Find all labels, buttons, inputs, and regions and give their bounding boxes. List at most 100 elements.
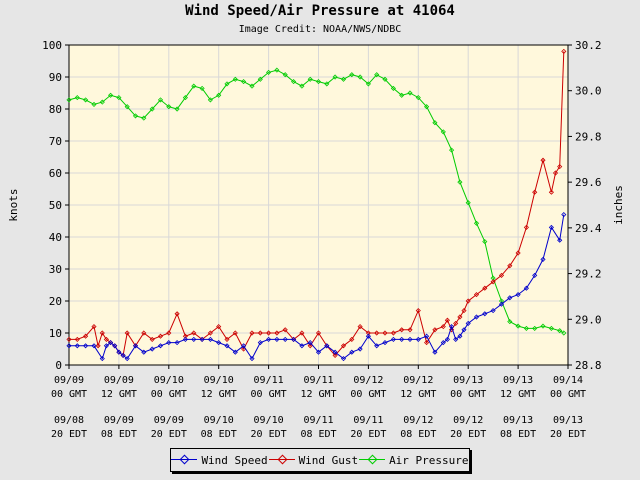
data-point-wind-speed xyxy=(257,340,263,346)
data-point-wind-speed xyxy=(103,343,109,349)
y-axis-label: knots xyxy=(7,188,20,221)
x-tick-label-edt-hour: 20 EDT xyxy=(151,429,187,440)
y-tick-label: 20 xyxy=(49,295,62,308)
y-tick-label: 80 xyxy=(49,103,62,116)
data-point-wind-speed xyxy=(557,237,563,243)
data-point-wind-gust xyxy=(315,330,322,336)
data-point-air-pressure xyxy=(432,120,438,126)
data-point-air-pressure xyxy=(457,179,463,185)
data-point-air-pressure xyxy=(191,83,197,89)
x-tick-label-edt-hour: 08 EDT xyxy=(201,429,237,440)
data-point-wind-gust xyxy=(415,308,421,314)
data-point-wind-gust xyxy=(257,330,263,336)
x-tick-label-edt-hour: 20 EDT xyxy=(51,429,87,440)
data-point-air-pressure xyxy=(149,106,155,112)
data-point-air-pressure xyxy=(224,81,230,87)
data-point-wind-gust xyxy=(74,336,80,342)
x-tick-label-gmt-date: 09/11 xyxy=(254,375,284,386)
data-point-wind-gust xyxy=(249,330,255,336)
data-point-air-pressure xyxy=(482,239,488,245)
data-point-wind-speed xyxy=(324,343,330,349)
x-tick-label-edt-date: 09/11 xyxy=(303,415,333,426)
data-point-wind-gust xyxy=(390,330,396,336)
series-line-wind-speed xyxy=(69,214,565,360)
data-point-wind-speed xyxy=(449,324,455,330)
data-point-wind-speed xyxy=(232,349,238,355)
x-tick-label-edt-date: 09/09 xyxy=(104,415,134,426)
x-tick-label-edt-hour: 08 EDT xyxy=(400,429,436,440)
data-point-air-pressure xyxy=(282,72,288,78)
data-point-wind-speed xyxy=(266,336,272,342)
data-point-wind-speed xyxy=(340,356,347,362)
data-point-wind-speed xyxy=(523,285,529,291)
data-point-wind-gust xyxy=(473,292,480,298)
data-point-wind-speed xyxy=(490,308,496,314)
x-tick-label-gmt-hour: 12 GMT xyxy=(500,389,536,400)
data-point-wind-gust xyxy=(365,330,371,336)
data-point-wind-speed xyxy=(440,340,446,346)
data-point-air-pressure xyxy=(74,95,80,101)
data-point-wind-gust xyxy=(552,170,559,176)
data-point-air-pressure xyxy=(166,104,172,110)
legend-item-air-pressure: Air Pressure xyxy=(359,453,469,467)
data-point-wind-speed xyxy=(374,343,380,349)
x-tick-label-edt-date: 09/13 xyxy=(503,415,533,426)
data-point-wind-gust xyxy=(274,330,280,336)
data-point-wind-speed xyxy=(120,352,126,358)
data-point-air-pressure xyxy=(66,97,72,103)
legend-item-wind-gust: Wind Gust xyxy=(268,454,358,467)
x-tick-label-gmt-date: 09/11 xyxy=(303,375,333,386)
data-point-wind-speed xyxy=(132,343,139,349)
data-point-air-pressure xyxy=(399,92,405,98)
y-tick-label: 100 xyxy=(42,39,62,52)
legend-swatch-wind-speed xyxy=(171,455,198,465)
y-tick-label: 30 xyxy=(49,263,62,276)
data-point-wind-speed xyxy=(274,336,280,342)
data-point-wind-gust xyxy=(232,330,238,336)
x-tick-label-gmt-date: 09/09 xyxy=(104,375,134,386)
x-tick-label-gmt-hour: 12 GMT xyxy=(300,389,336,400)
x-tick-label-edt-hour: 08 EDT xyxy=(101,429,137,440)
data-point-air-pressure xyxy=(299,83,305,89)
data-point-wind-speed xyxy=(282,336,288,342)
x-tick-label-edt-date: 09/12 xyxy=(403,415,433,426)
chart-subtitle: Image Credit: NOAA/NWS/NDBC xyxy=(238,24,402,35)
data-point-wind-speed xyxy=(182,336,188,342)
x-tick-label-gmt-hour: 00 GMT xyxy=(51,389,87,400)
data-point-wind-gust xyxy=(357,324,363,330)
legend-label-wind-speed: Wind Speed xyxy=(201,453,268,467)
y2-tick-label: 29.2 xyxy=(575,268,602,281)
data-point-air-pressure xyxy=(207,97,213,103)
data-point-air-pressure xyxy=(498,298,505,304)
x-tick-label-gmt-hour: 00 GMT xyxy=(350,389,386,400)
data-point-wind-speed xyxy=(216,340,222,346)
data-point-air-pressure xyxy=(548,325,554,331)
x-tick-label-gmt-date: 09/09 xyxy=(54,375,84,386)
data-point-wind-gust xyxy=(207,330,213,336)
y2-axis-label: inches xyxy=(612,185,625,225)
data-point-wind-gust xyxy=(216,324,222,330)
data-point-wind-gust xyxy=(557,164,563,170)
data-point-wind-speed xyxy=(74,343,80,349)
data-point-wind-speed xyxy=(382,340,388,346)
y2-tick-label: 28.8 xyxy=(575,359,602,372)
data-point-air-pressure xyxy=(274,67,280,73)
data-point-air-pressure xyxy=(540,323,546,329)
data-point-air-pressure xyxy=(241,79,247,85)
data-point-air-pressure xyxy=(390,85,396,91)
data-point-wind-speed xyxy=(498,301,505,307)
data-point-air-pressure xyxy=(374,72,380,78)
data-point-wind-gust xyxy=(453,320,459,326)
x-tick-label-gmt-date: 09/10 xyxy=(204,375,234,386)
series-line-air-pressure xyxy=(68,69,565,334)
data-point-wind-speed xyxy=(473,314,480,320)
data-point-air-pressure xyxy=(349,72,355,78)
y-tick-label: 70 xyxy=(49,135,62,148)
x-tick-label-edt-hour: 20 EDT xyxy=(251,429,287,440)
y2-tick-label: 29.6 xyxy=(575,176,602,189)
legend-label-air-pressure: Air Pressure xyxy=(389,453,469,467)
x-tick-label-gmt-hour: 12 GMT xyxy=(400,389,436,400)
data-point-wind-gust xyxy=(224,336,230,342)
data-point-air-pressure xyxy=(324,81,330,87)
